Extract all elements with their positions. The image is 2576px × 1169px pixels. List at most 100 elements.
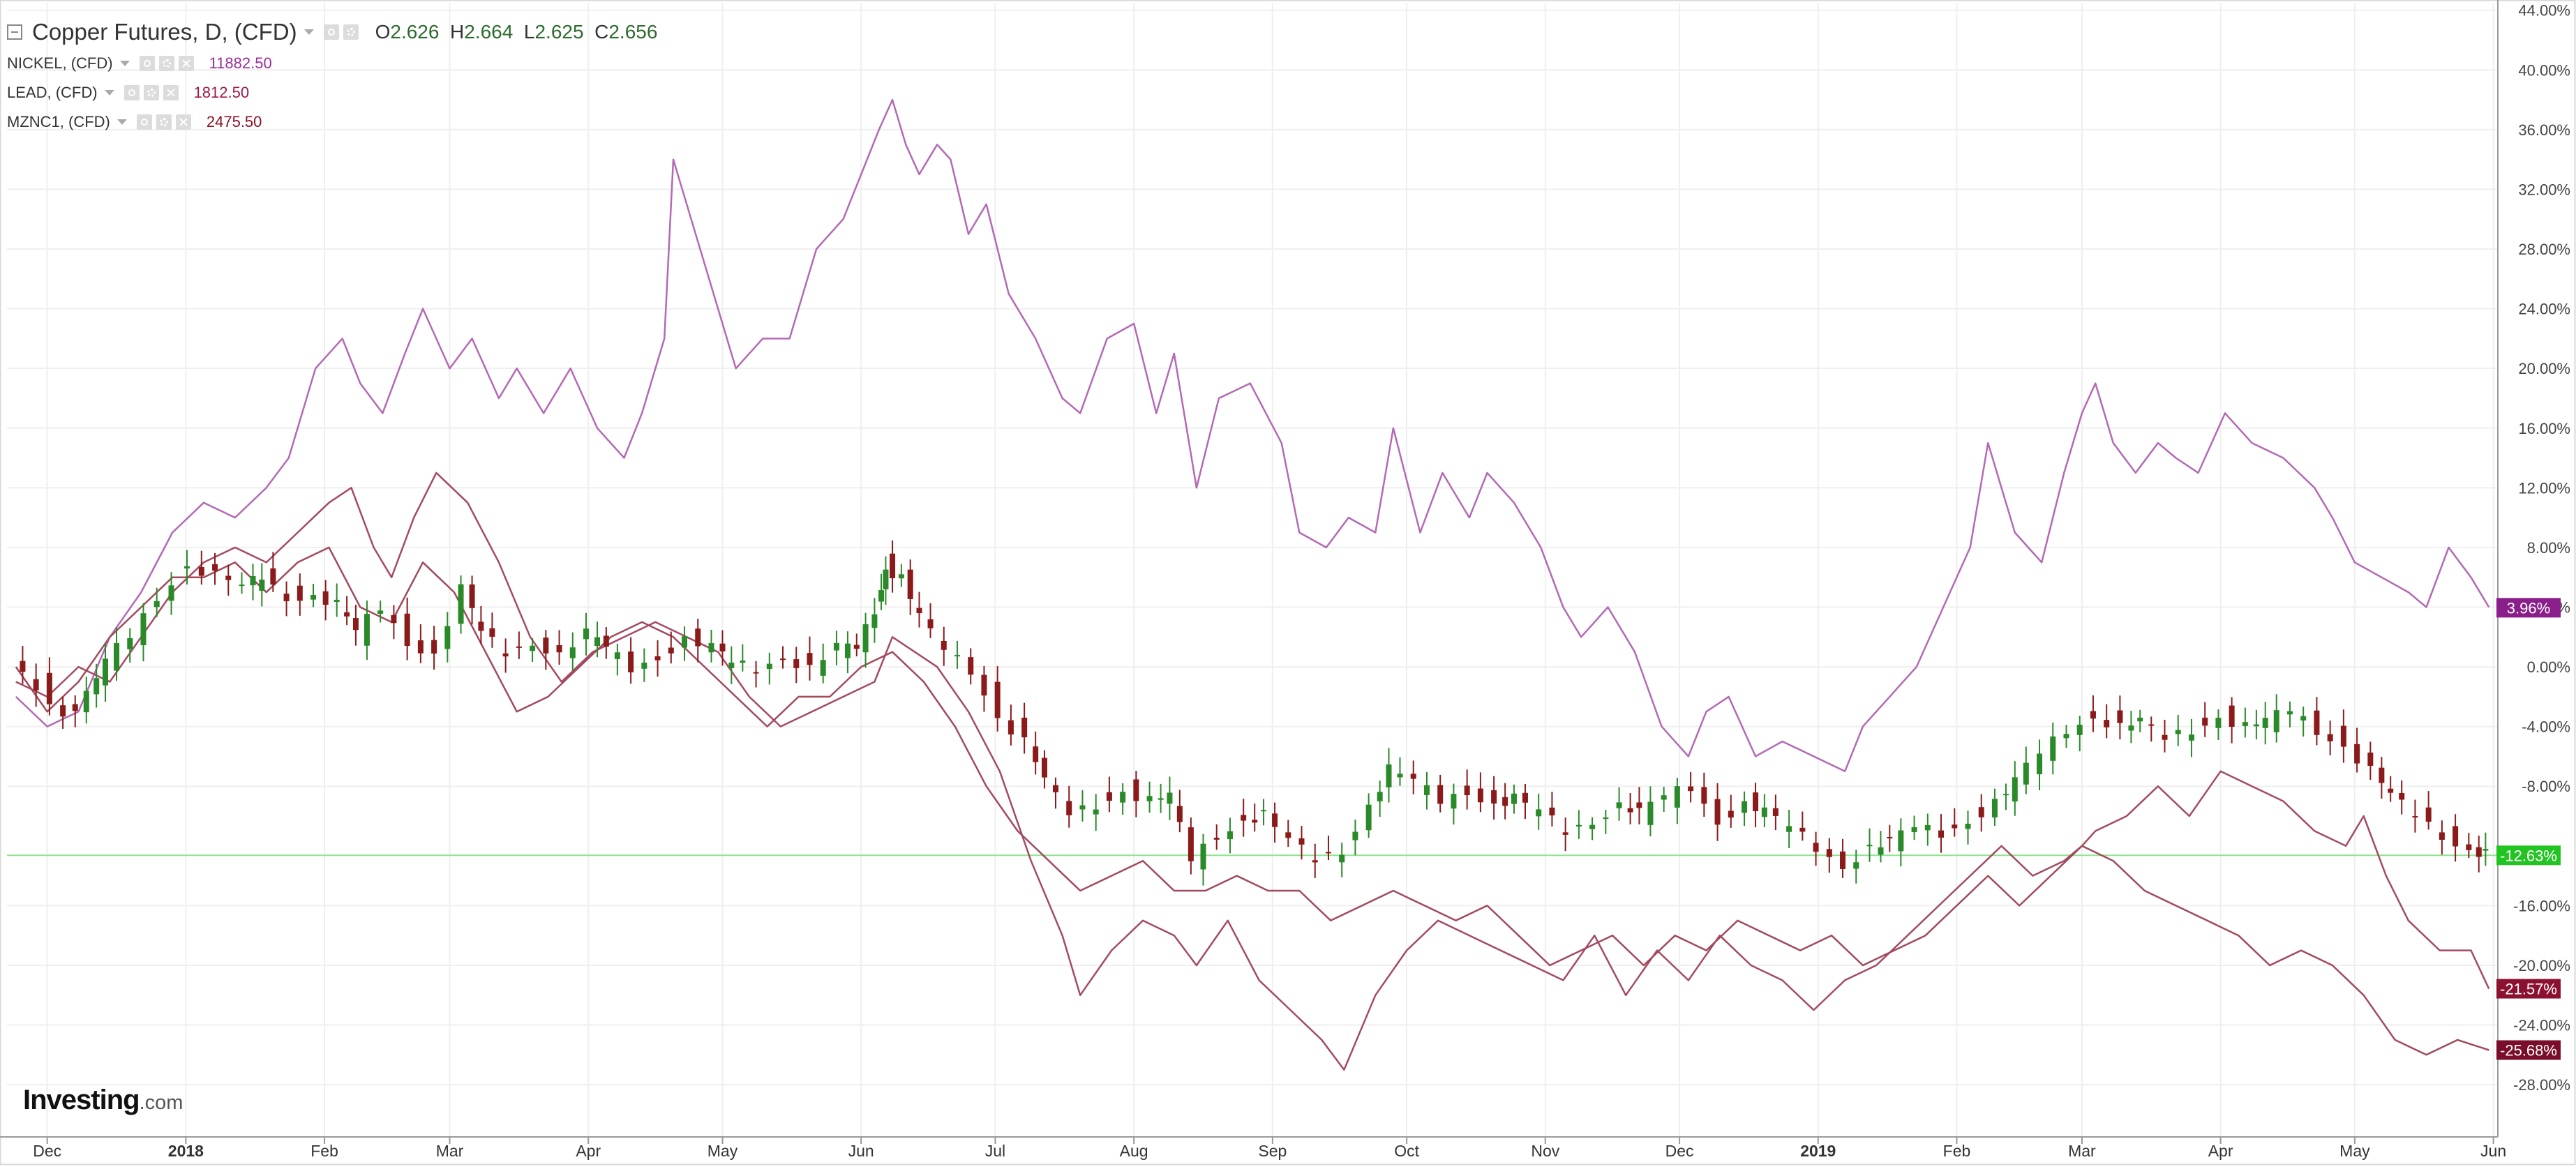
candle-body[interactable] bbox=[530, 645, 536, 651]
candle-body[interactable] bbox=[1866, 845, 1873, 847]
candle-body[interactable] bbox=[2388, 788, 2394, 793]
candle-body[interactable] bbox=[391, 614, 397, 624]
candle-body[interactable] bbox=[1786, 826, 1792, 832]
candle-body[interactable] bbox=[1911, 827, 1917, 833]
candle-body[interactable] bbox=[364, 614, 370, 646]
candle-body[interactable] bbox=[83, 691, 89, 713]
candle-body[interactable] bbox=[844, 643, 851, 658]
settings-gear-icon[interactable] bbox=[343, 24, 359, 40]
candle-body[interactable] bbox=[2466, 844, 2472, 850]
legend-name-lead[interactable]: LEAD, (CFD) bbox=[7, 84, 98, 101]
candle-body[interactable] bbox=[907, 569, 913, 599]
candle-body[interactable] bbox=[1352, 831, 1358, 840]
candle-body[interactable] bbox=[668, 647, 674, 654]
candle-body[interactable] bbox=[1158, 798, 1164, 800]
candle-body[interactable] bbox=[1272, 813, 1278, 827]
close-icon[interactable] bbox=[175, 114, 191, 130]
candle-body[interactable] bbox=[1386, 764, 1392, 787]
candle-body[interactable] bbox=[1339, 854, 1345, 863]
chevron-down-icon[interactable] bbox=[304, 29, 314, 35]
settings-gear-icon[interactable] bbox=[143, 85, 159, 100]
candle-body[interactable] bbox=[1991, 799, 1998, 817]
candle-body[interactable] bbox=[543, 638, 549, 654]
candle-body[interactable] bbox=[1213, 838, 1220, 840]
chevron-down-icon[interactable] bbox=[104, 90, 114, 96]
candle-body[interactable] bbox=[259, 580, 265, 591]
candle-body[interactable] bbox=[469, 584, 475, 608]
candle-body[interactable] bbox=[2399, 792, 2405, 800]
candle-body[interactable] bbox=[1647, 801, 1654, 825]
candle-body[interactable] bbox=[2215, 718, 2222, 728]
candle-body[interactable] bbox=[583, 628, 590, 640]
candle-body[interactable] bbox=[927, 619, 934, 628]
candle-body[interactable] bbox=[310, 595, 317, 600]
candle-body[interactable] bbox=[1491, 790, 1497, 804]
candle-body[interactable] bbox=[2002, 794, 2009, 796]
candle-body[interactable] bbox=[1536, 809, 1542, 817]
candle-body[interactable] bbox=[1451, 794, 1457, 809]
candle-body[interactable] bbox=[33, 679, 39, 691]
candle-body[interactable] bbox=[1079, 805, 1086, 810]
candle-body[interactable] bbox=[2023, 762, 2029, 785]
candle-body[interactable] bbox=[1813, 843, 1819, 852]
candle-body[interactable] bbox=[2175, 730, 2181, 734]
visibility-icon[interactable] bbox=[139, 56, 155, 71]
candle-body[interactable] bbox=[878, 590, 885, 602]
candle-body[interactable] bbox=[2104, 720, 2110, 727]
candle-body[interactable] bbox=[614, 652, 620, 659]
candle-body[interactable] bbox=[1052, 785, 1058, 792]
candle-body[interactable] bbox=[1938, 830, 1945, 838]
candle-body[interactable] bbox=[225, 575, 232, 580]
candle-body[interactable] bbox=[322, 591, 329, 605]
candle-body[interactable] bbox=[46, 672, 52, 704]
candle-body[interactable] bbox=[1176, 806, 1183, 822]
candle-body[interactable] bbox=[2148, 724, 2155, 726]
candle-body[interactable] bbox=[2300, 716, 2307, 721]
candle-body[interactable] bbox=[1146, 796, 1153, 801]
candle-body[interactable] bbox=[1312, 860, 1318, 863]
candle-body[interactable] bbox=[1840, 851, 1846, 869]
candle-body[interactable] bbox=[72, 704, 78, 711]
candle-body[interactable] bbox=[2253, 724, 2259, 727]
candle-body[interactable] bbox=[1661, 795, 1667, 800]
candle-body[interactable] bbox=[2037, 753, 2043, 775]
candle-body[interactable] bbox=[1021, 717, 1028, 738]
candle-body[interactable] bbox=[2367, 752, 2374, 766]
candle-body[interactable] bbox=[2262, 718, 2268, 728]
candle-body[interactable] bbox=[1365, 804, 1372, 831]
candle-body[interactable] bbox=[2314, 710, 2320, 735]
candle-body[interactable] bbox=[489, 628, 495, 637]
candle-body[interactable] bbox=[853, 644, 860, 649]
candle-body[interactable] bbox=[239, 584, 245, 587]
candle-body[interactable] bbox=[352, 618, 359, 631]
visibility-icon[interactable] bbox=[136, 114, 152, 130]
candle-body[interactable] bbox=[2425, 807, 2432, 822]
candle-body[interactable] bbox=[1041, 757, 1047, 778]
candle-body[interactable] bbox=[628, 651, 634, 672]
candle-body[interactable] bbox=[1167, 792, 1173, 804]
candle-body[interactable] bbox=[820, 660, 826, 676]
candle-body[interactable] bbox=[1188, 827, 1194, 861]
candle-body[interactable] bbox=[2188, 734, 2194, 741]
collapse-legend-icon[interactable] bbox=[7, 24, 22, 40]
candle-body[interactable] bbox=[1397, 774, 1403, 778]
candle-body[interactable] bbox=[898, 574, 904, 579]
candle-body[interactable] bbox=[2354, 744, 2360, 764]
candle-body[interactable] bbox=[941, 640, 947, 650]
candle-body[interactable] bbox=[1106, 792, 1112, 801]
candle-body[interactable] bbox=[2273, 710, 2279, 732]
candle-body[interactable] bbox=[916, 608, 922, 614]
candle-body[interactable] bbox=[1714, 799, 1721, 825]
candle-body[interactable] bbox=[883, 569, 889, 589]
candle-body[interactable] bbox=[2476, 847, 2482, 857]
candle-body[interactable] bbox=[719, 643, 726, 652]
candle-body[interactable] bbox=[1511, 793, 1517, 804]
candle-body[interactable] bbox=[2162, 734, 2168, 740]
candle-body[interactable] bbox=[502, 653, 509, 657]
candle-body[interactable] bbox=[1826, 849, 1832, 857]
candle-body[interactable] bbox=[1522, 792, 1528, 803]
candle-body[interactable] bbox=[1252, 820, 1258, 823]
candle-body[interactable] bbox=[127, 638, 133, 649]
candle-body[interactable] bbox=[1241, 815, 1247, 821]
